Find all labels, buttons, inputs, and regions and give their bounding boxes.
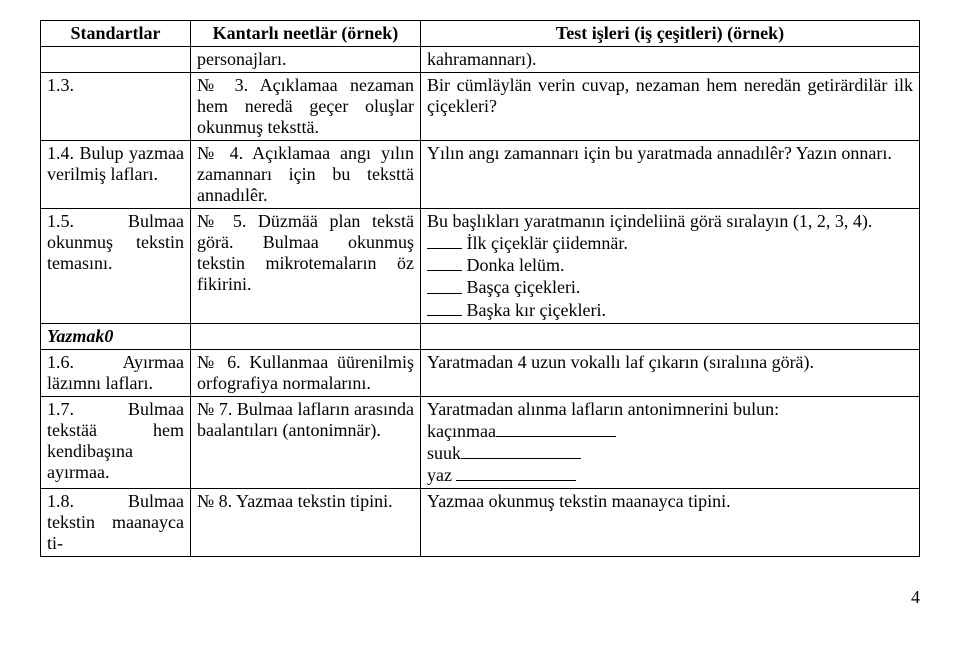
cell-c3: Yaratmadan 4 uzun vokallı laf çıkarın (s… bbox=[421, 349, 920, 396]
cell-c1: 1.7. Bulmaa tekstää hem kendibaşına ayır… bbox=[41, 396, 191, 489]
table-row: 1.7. Bulmaa tekstää hem kendibaşına ayır… bbox=[41, 396, 920, 489]
header-col1: Standartlar bbox=[41, 21, 191, 47]
cell-c1: 1.4. Bulup yazmaa verilmiş lafları. bbox=[41, 141, 191, 209]
blank-line bbox=[427, 232, 462, 249]
cell-c2: № 7. Bulmaa lafların arasında baalantıla… bbox=[191, 396, 421, 489]
row6-word0: kaçınmaa bbox=[427, 421, 496, 441]
cell-c3: Yılın angı zamannarı için bu yaratmada a… bbox=[421, 141, 920, 209]
table-row: 1.8. Bulmaa tekstin maanayca ti- № 8. Ya… bbox=[41, 489, 920, 557]
row3-item1: Donka lelüm. bbox=[467, 255, 565, 275]
cell-c2 bbox=[191, 323, 421, 349]
table-row-section: Yazmak0 bbox=[41, 323, 920, 349]
blank-line bbox=[496, 420, 616, 437]
table-row: 1.4. Bulup yazmaa verilmiş lafları. № 4.… bbox=[41, 141, 920, 209]
cell-c3: Bu başlıkları yaratmanın içindeliinä gör… bbox=[421, 209, 920, 324]
row3-item2: Başça çiçekleri. bbox=[467, 278, 581, 298]
header-col2: Kantarlı neetlär (örnek) bbox=[191, 21, 421, 47]
row6-word2: yaz bbox=[427, 465, 452, 485]
blank-line bbox=[427, 254, 462, 271]
cell-c2: № 4. Açıklamaa angı yılın zamannarı için… bbox=[191, 141, 421, 209]
cell-c2: № 5. Düzmää plan tekstä görä. Bulmaa oku… bbox=[191, 209, 421, 324]
cell-c1: 1.3. bbox=[41, 73, 191, 141]
blank-line bbox=[427, 299, 462, 316]
cell-c3: Yazmaa okunmuş tekstin maanayca tipini. bbox=[421, 489, 920, 557]
row6-word1: suuk bbox=[427, 443, 461, 463]
cell-c3 bbox=[421, 323, 920, 349]
row3-item3: Başka kır çiçekleri. bbox=[467, 300, 606, 320]
table-row: 1.3. № 3. Açıklamaa nezaman hem neredä g… bbox=[41, 73, 920, 141]
cell-c2: № 6. Kullanmaa üürenilmiş orfografiya no… bbox=[191, 349, 421, 396]
cell-c1: 1.6. Ayırmaa läzımnı lafları. bbox=[41, 349, 191, 396]
cell-c1-section: Yazmak0 bbox=[41, 323, 191, 349]
blank-line bbox=[427, 276, 462, 293]
cell-c3: Bir cümläylän verin cuvap, nezaman hem n… bbox=[421, 73, 920, 141]
table-row: personajları. kahramannarı). bbox=[41, 47, 920, 73]
blank-line bbox=[456, 464, 576, 481]
cell-c2: personajları. bbox=[191, 47, 421, 73]
cell-c1: 1.5. Bulmaa okunmuş tekstin temasını. bbox=[41, 209, 191, 324]
cell-c1: 1.8. Bulmaa tekstin maanayca ti- bbox=[41, 489, 191, 557]
table-row: 1.6. Ayırmaa läzımnı lafları. № 6. Kulla… bbox=[41, 349, 920, 396]
cell-c2: № 8. Yazmaa tekstin tipini. bbox=[191, 489, 421, 557]
row3-item0: İlk çiçeklär çiidemnär. bbox=[467, 233, 628, 253]
header-col3: Test işleri (iş çeşitleri) (örnek) bbox=[421, 21, 920, 47]
cell-c3: Yaratmadan alınma lafların antonimnerini… bbox=[421, 396, 920, 489]
row6-lead: Yaratmadan alınma lafların antonimnerini… bbox=[427, 399, 779, 419]
cell-c2: № 3. Açıklamaa nezaman hem neredä geçer … bbox=[191, 73, 421, 141]
table-header-row: Standartlar Kantarlı neetlär (örnek) Tes… bbox=[41, 21, 920, 47]
page-number: 4 bbox=[40, 587, 920, 608]
table-row: 1.5. Bulmaa okunmuş tekstin temasını. № … bbox=[41, 209, 920, 324]
main-table: Standartlar Kantarlı neetlär (örnek) Tes… bbox=[40, 20, 920, 557]
blank-line bbox=[461, 442, 581, 459]
cell-c1 bbox=[41, 47, 191, 73]
row3-lead: Bu başlıkları yaratmanın içindeliinä gör… bbox=[427, 211, 872, 231]
cell-c3: kahramannarı). bbox=[421, 47, 920, 73]
